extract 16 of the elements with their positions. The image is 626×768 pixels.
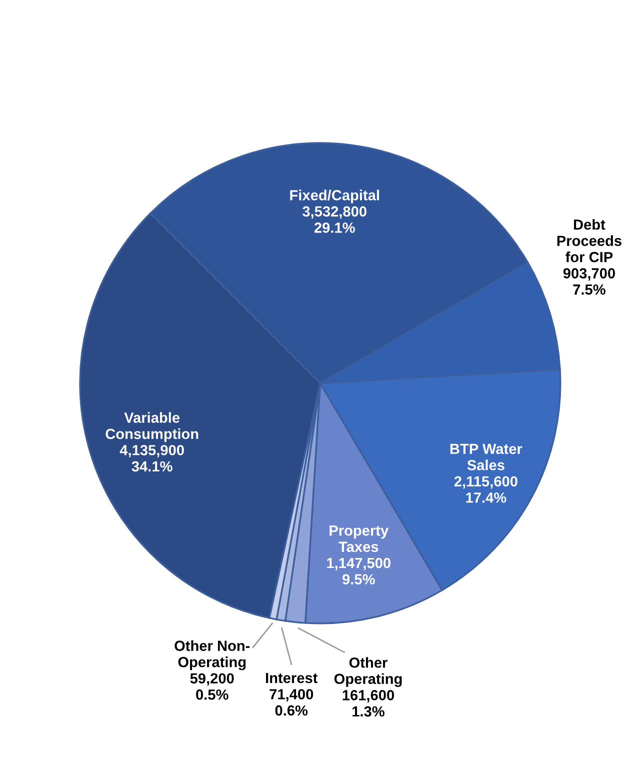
slice-label: Interest (266, 672, 318, 684)
slice-label: Other Non- Operating (174, 640, 250, 670)
data-label: 1,147,500 9.5% (327, 558, 390, 584)
data-label: 59,200 0.5% (190, 673, 234, 700)
slice-label: Fixed/Capital (290, 190, 379, 204)
data-label: 903,700 7.5% (563, 268, 615, 295)
data-label: 3,532,800 29.1% (302, 206, 366, 233)
slice-label: BTP Water Sales (450, 444, 522, 470)
data-label: 2,115,600 17.4% (454, 476, 518, 503)
data-label: 4,135,900 34.1% (120, 444, 184, 472)
slice-label: Variable Consumption (106, 412, 198, 442)
data-label: 71,400 0.6% (270, 689, 314, 716)
data-label: 161,600 1.3% (342, 690, 394, 717)
slice-label: Property Taxes (330, 526, 389, 552)
slice-label: Other Operating (334, 657, 402, 687)
slice-label: Debt Proceeds for CIP (557, 219, 622, 262)
